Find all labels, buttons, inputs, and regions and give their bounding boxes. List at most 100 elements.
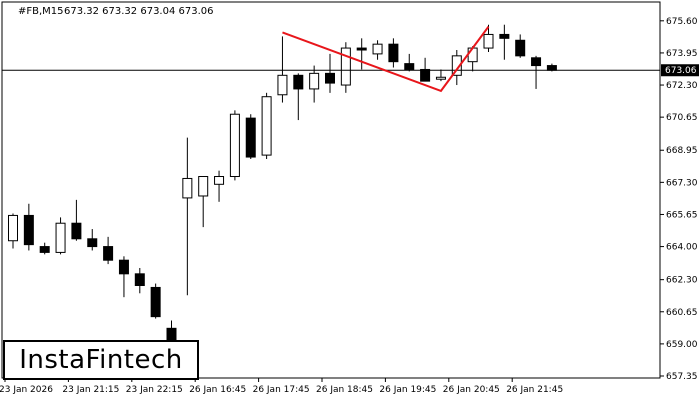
candle-body-bear <box>23 214 34 246</box>
y-tick-label: 672.30 <box>666 81 698 91</box>
y-tick-label: 657.35 <box>666 372 698 382</box>
candle <box>214 170 225 202</box>
candle <box>451 50 462 86</box>
x-tick-label: 26 Jan 17:45 <box>253 385 310 395</box>
candle <box>182 137 193 296</box>
y-tick-label: 660.65 <box>666 308 698 318</box>
candle-body-bear <box>118 259 129 275</box>
candle <box>55 217 66 255</box>
candle-body-bear <box>39 246 50 253</box>
candle-body-bear <box>134 273 145 286</box>
candle-body-bull <box>55 222 66 253</box>
candle-body-bull <box>277 74 288 96</box>
candle-body-bull <box>261 96 272 156</box>
candle <box>309 65 320 103</box>
candle-body-bull <box>435 76 446 80</box>
candle-body-bear <box>546 65 557 71</box>
candle-body-bear <box>404 63 415 70</box>
x-tick-label: 23 Jan 22:15 <box>126 385 183 395</box>
y-tick-label: 668.95 <box>666 146 698 156</box>
y-axis: 675.60 673.95 672.30 670.65 668.95 667.30 665.… <box>660 17 698 382</box>
x-tick-label: 23 Jan 21:15 <box>62 385 119 395</box>
plot-frame <box>1 1 661 379</box>
candle <box>71 199 82 241</box>
candle <box>8 213 18 249</box>
candle <box>134 267 145 294</box>
y-tick-label: 662.30 <box>666 276 698 286</box>
candle-body-bull <box>309 72 320 90</box>
y-tick-label: 670.65 <box>666 113 698 123</box>
candle <box>293 73 304 121</box>
y-tick-label: 664.00 <box>666 243 698 253</box>
candle-body-bear <box>150 286 161 318</box>
current-price-tag-text: 673.06 <box>665 66 697 76</box>
x-tick-label: 26 Jan 16:45 <box>189 385 246 395</box>
candle <box>198 176 209 228</box>
candle-body-bear <box>71 222 82 240</box>
candle <box>87 229 98 251</box>
candle-body-bear <box>103 246 114 261</box>
candle <box>499 24 510 60</box>
candle <box>150 283 161 319</box>
candle-body-bull <box>467 47 478 63</box>
y-tick-label: 667.30 <box>666 178 698 188</box>
candle-body-bear <box>325 72 335 84</box>
candle <box>356 38 367 70</box>
candle-body-bear <box>420 68 431 82</box>
candle <box>420 57 431 82</box>
candle-body-bull <box>483 33 494 49</box>
candle-body-bear <box>531 57 542 67</box>
candle <box>245 114 256 159</box>
candle-body-bear <box>388 43 399 63</box>
candle <box>388 38 399 68</box>
candle <box>325 53 335 93</box>
candle <box>483 24 494 52</box>
header: #FB,M15 673.32 673.32 673.04 673.06 <box>18 6 214 17</box>
pattern-line <box>282 26 490 93</box>
candle <box>404 53 415 72</box>
y-tick-label: 659.00 <box>666 340 698 350</box>
candle <box>340 42 351 93</box>
candle-body-bull <box>372 43 383 55</box>
current-price-tag: 673.06 <box>661 64 699 77</box>
y-tick-label: 673.95 <box>666 49 698 59</box>
candle <box>103 236 114 265</box>
x-tick-label: 26 Jan 20:45 <box>443 385 500 395</box>
candle <box>39 242 50 255</box>
candle <box>467 46 478 72</box>
candle-body-bear <box>293 74 304 90</box>
candle-body-bull <box>214 176 225 185</box>
x-tick-label: 23 Jan 2026 <box>0 385 53 395</box>
candle-body-bull <box>451 55 462 76</box>
symbol-label: #FB,M15 <box>18 6 64 17</box>
candle-body-bear <box>87 238 98 248</box>
candle <box>435 69 446 82</box>
x-tick-label: 26 Jan 19:45 <box>379 385 436 395</box>
y-tick-label: 675.60 <box>666 17 698 27</box>
candle <box>23 203 34 251</box>
candle <box>229 110 240 181</box>
ohlc-label: 673.32 673.32 673.04 673.06 <box>64 6 214 17</box>
candles <box>8 24 557 370</box>
candle-body-bear <box>499 33 510 39</box>
candle <box>372 40 383 60</box>
candle-body-bull <box>229 113 240 178</box>
candle <box>531 55 542 89</box>
candle-body-bear <box>515 39 526 57</box>
brand-logo-text: InstaFintech <box>19 345 183 375</box>
candle-body-bear <box>245 117 256 158</box>
x-tick-label: 26 Jan 18:45 <box>316 385 373 395</box>
candle-body-bull <box>198 176 209 197</box>
candle-body-bull <box>182 177 193 199</box>
candle <box>118 256 129 298</box>
candle <box>261 92 272 159</box>
y-tick-label: 665.65 <box>666 210 698 220</box>
current-price-tag-bg <box>661 64 699 77</box>
candle-body-bull <box>340 47 351 86</box>
candle <box>515 34 526 58</box>
candle-body-bull <box>8 214 18 242</box>
x-tick-label: 26 Jan 21:45 <box>506 385 563 395</box>
candle <box>277 36 288 103</box>
x-axis: 23 Jan 2026 23 Jan 21:15 23 Jan 22:15 26 Ja… <box>0 378 563 395</box>
